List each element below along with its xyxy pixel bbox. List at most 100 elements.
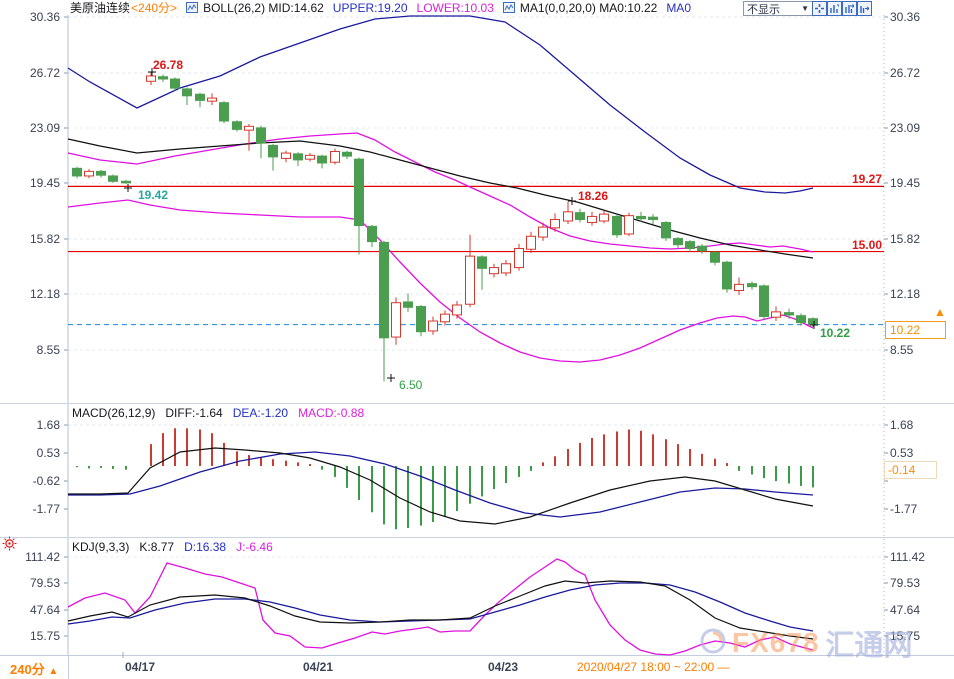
candle-body	[391, 302, 401, 338]
candle-body	[452, 304, 462, 316]
kdj-k-line	[67, 580, 814, 640]
display-mode-dropdown[interactable]: 不显示 ▼	[743, 1, 813, 16]
candle-body	[84, 170, 94, 177]
chart-icon	[502, 2, 515, 13]
candle-body	[661, 222, 671, 239]
candle-body	[305, 154, 315, 160]
ma20-line	[67, 132, 814, 253]
toolbar-button[interactable]	[857, 1, 872, 16]
candle-body	[195, 93, 205, 101]
candle-body	[207, 97, 217, 102]
candle-body	[685, 241, 695, 249]
candle-body	[293, 153, 303, 161]
candle-body	[182, 88, 192, 97]
macd-macd-value: MACD:-0.88	[298, 406, 365, 420]
candle-body	[796, 315, 806, 324]
candle-body	[354, 158, 364, 227]
kdj-title: KDJ(9,3,3)	[72, 540, 130, 554]
candle-body	[158, 76, 168, 80]
histogram-out-icon	[860, 0, 870, 18]
toolbar-button[interactable]	[812, 1, 827, 16]
candle-body	[722, 261, 732, 290]
candle-body	[771, 311, 781, 318]
period-label: 240分	[10, 662, 45, 677]
candle-body	[403, 301, 413, 308]
candle-body	[759, 285, 769, 317]
candle-body	[367, 225, 377, 243]
candle-body	[514, 247, 524, 269]
watermark-huitong: 汇通网	[825, 630, 913, 662]
triangle-up-icon: ▲	[48, 666, 59, 677]
candle-body	[648, 216, 658, 220]
fx678-logo-icon	[700, 628, 726, 659]
ma1-label: MA1(0,0,20,0) MA0:10.22	[519, 0, 658, 15]
candle-body	[599, 213, 609, 222]
macd-title: MACD(26,12,9)	[72, 406, 156, 420]
candle-body	[121, 180, 131, 184]
candle-body	[636, 215, 646, 220]
kdj-k-value: K:8.77	[139, 540, 175, 554]
macd-diff-line	[68, 447, 814, 525]
kdj-panel-header: KDJ(9,3,3) K:8.77 D:16.38 J:-6.46	[72, 540, 273, 554]
macd-dea-value: DEA:-1.20	[232, 406, 289, 420]
candle-body	[72, 167, 82, 177]
boll-upper-line	[67, 15, 814, 194]
candle-body	[697, 245, 707, 252]
candle-body	[170, 78, 180, 89]
live-sun-icon[interactable]	[2, 536, 17, 556]
candle-body	[96, 170, 106, 176]
candle-body	[563, 211, 573, 222]
candle-body	[477, 256, 487, 269]
candle-body	[281, 152, 291, 159]
kdj-j-value: J:-6.46	[236, 540, 273, 554]
boll-mid-line	[67, 138, 814, 259]
candle-body	[440, 313, 450, 323]
candle-body	[489, 267, 499, 275]
candle-body	[342, 151, 352, 157]
watermark: FX678 汇通网	[700, 622, 913, 664]
candle-body	[550, 218, 560, 229]
ma0-label: MA0	[666, 0, 691, 15]
watermark-fx678: FX678	[732, 627, 820, 658]
candle-body	[244, 125, 254, 131]
candle-body	[317, 155, 327, 164]
chart-header: 美原油连续 <240分> BOLL(26,2) MID:14.62 UPPER:…	[70, 0, 691, 16]
boll-upper-label: UPPER:19.20	[332, 0, 408, 15]
macd-panel-header: MACD(26,12,9) DIFF:-1.64 DEA:-1.20 MACD:…	[72, 406, 364, 420]
candle-body	[108, 175, 118, 182]
candle-body	[808, 318, 818, 326]
period-badge: <240分>	[131, 1, 178, 15]
period-cell-border	[0, 655, 69, 679]
candle-body	[575, 212, 585, 220]
candle-body	[465, 255, 475, 305]
candle-body	[256, 127, 266, 144]
chevron-down-icon: ▼	[801, 4, 809, 13]
toolbar-button[interactable]	[827, 1, 842, 16]
kdj-j-line	[67, 558, 814, 656]
candle-body	[784, 312, 794, 316]
candle-body	[232, 121, 242, 130]
macd-current-value-marker: -0.14	[884, 461, 937, 479]
scroll-to-latest-button[interactable]: ▲	[934, 305, 946, 319]
candle-body	[330, 151, 340, 163]
candle-body	[673, 238, 683, 246]
kdj-d-value: D:16.38	[184, 540, 227, 554]
crosshair-icon	[815, 0, 824, 18]
chart-icon	[186, 2, 199, 13]
candle-body	[146, 75, 156, 82]
candle-body	[587, 215, 597, 224]
dropdown-label: 不显示	[747, 3, 780, 16]
candle-body	[526, 235, 536, 250]
boll-indicator-label: BOLL(26,2) MID:14.62	[203, 0, 324, 15]
current-bar-time-range: 2020/04/27 18:00 ~ 22:00 —	[577, 660, 730, 674]
candle-body	[747, 283, 757, 288]
boll-lower-line	[67, 199, 814, 363]
period-selector-button[interactable]: 240分 ▲	[10, 659, 58, 678]
macd-dea-line	[68, 451, 814, 518]
toolbar-button[interactable]	[842, 1, 857, 16]
candle-body	[501, 263, 511, 274]
boll-lower-label: LOWER:10.03	[416, 0, 494, 15]
candle-body	[219, 102, 229, 122]
